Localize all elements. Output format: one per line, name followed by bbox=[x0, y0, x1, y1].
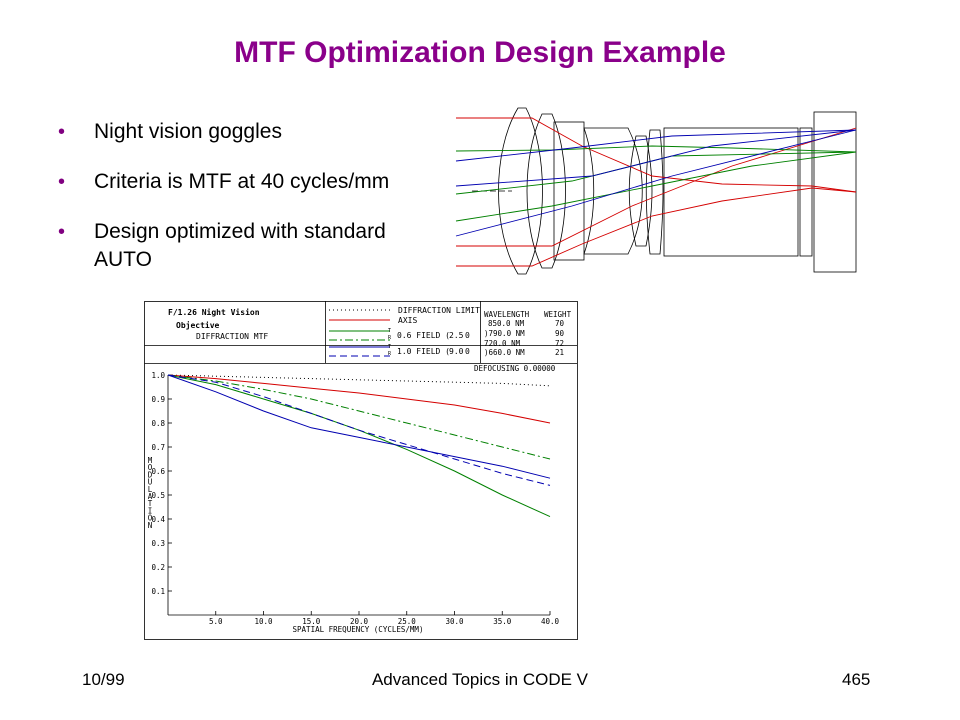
lens-element bbox=[553, 121, 585, 261]
lens-element bbox=[628, 135, 653, 247]
y-tick-label: 0.5 bbox=[151, 491, 165, 500]
y-tick-label: 0.6 bbox=[151, 467, 165, 476]
x-tick-label: 20.0 bbox=[350, 617, 369, 626]
plot-subtitle: Objective bbox=[176, 320, 220, 330]
x-tick-label: 25.0 bbox=[398, 617, 417, 626]
lens-layout-diagram bbox=[455, 107, 857, 275]
y-tick-label: 0.2 bbox=[151, 563, 165, 572]
legend-field10: 1.0 FIELD ( bbox=[397, 347, 450, 356]
footer-title: Advanced Topics in CODE V bbox=[371, 670, 589, 689]
lens-element bbox=[498, 107, 543, 275]
legend-field06-unit: 0 bbox=[465, 331, 470, 340]
legend-sym-t: T bbox=[388, 328, 391, 334]
bullet-text: Criteria is MTF at 40 cycles/mm bbox=[94, 170, 390, 193]
y-axis-label-letter: A bbox=[148, 492, 153, 501]
plot-frame bbox=[144, 301, 578, 640]
legend-sym-r: R bbox=[388, 351, 392, 357]
x-tick-label: 35.0 bbox=[493, 617, 512, 626]
bullet-text: Night vision goggles bbox=[94, 120, 282, 143]
x-tick-label: 10.0 bbox=[254, 617, 273, 626]
y-axis-label-letter: M bbox=[148, 456, 153, 465]
bullet-icon: • bbox=[58, 121, 66, 143]
y-axis-label-letter: T bbox=[148, 499, 153, 508]
bullet-list: • Night vision goggles • Criteria is MTF… bbox=[58, 118, 448, 296]
y-tick-label: 1.0 bbox=[151, 371, 165, 380]
y-tick-label: 0.1 bbox=[151, 587, 165, 596]
y-tick-label: 0.3 bbox=[151, 539, 165, 548]
bullet-item: • Criteria is MTF at 40 cycles/mm bbox=[58, 168, 448, 196]
window-element bbox=[799, 127, 813, 257]
wavelength-row: 720.0 NM bbox=[484, 339, 521, 348]
slide-title: MTF Optimization Design Example bbox=[234, 36, 726, 69]
mtf-curve-f06_r bbox=[167, 374, 551, 460]
bullet-text: Design optimized with standard AUTO bbox=[93, 220, 386, 271]
x-tick-label: 5.0 bbox=[209, 617, 223, 626]
plot-title: F/1.26 Night Vision bbox=[168, 307, 260, 317]
mtf-curve-f10_t bbox=[167, 374, 551, 479]
wavelength-row: )660.0 NM bbox=[484, 348, 525, 357]
legend-axis: AXIS bbox=[398, 316, 417, 325]
legend-field10-value: 9.0 bbox=[449, 347, 464, 356]
weight-row: 90 bbox=[555, 329, 565, 338]
mtf-curve-f06_t bbox=[167, 374, 551, 518]
legend-field06-value: 2.5 bbox=[449, 331, 464, 340]
footer-date: 10/99 bbox=[82, 670, 125, 689]
legend-sym-t: T bbox=[388, 344, 391, 350]
wavelength-row: )790.0 NM bbox=[484, 329, 525, 338]
y-axis-label-letter: N bbox=[148, 521, 153, 530]
weight-header: WEIGHT bbox=[544, 310, 572, 319]
y-axis-label-letter: I bbox=[148, 506, 153, 515]
legend-field06: 0.6 FIELD ( bbox=[397, 331, 450, 340]
plot-type-label: DIFFRACTION MTF bbox=[196, 332, 268, 341]
x-axis-label: SPATIAL FREQUENCY (CYCLES/MM) bbox=[293, 625, 424, 634]
weight-row: 72 bbox=[555, 339, 564, 348]
weight-row: 70 bbox=[555, 319, 565, 328]
legend-diffraction: DIFFRACTION LIMIT bbox=[398, 306, 480, 315]
y-tick-label: 0.8 bbox=[151, 419, 165, 428]
y-axis-label-letter: D bbox=[148, 470, 153, 479]
defocusing-label: DEFOCUSING 0.00000 bbox=[474, 364, 556, 373]
y-axis-label-letter: O bbox=[148, 463, 153, 472]
lens-element bbox=[583, 127, 643, 255]
y-tick-label: 0.9 bbox=[151, 395, 165, 404]
y-tick-label: 0.4 bbox=[151, 515, 165, 524]
bullet-icon: • bbox=[58, 171, 66, 193]
y-axis-label-letter: L bbox=[148, 485, 153, 494]
image-tube bbox=[813, 111, 857, 273]
y-axis-label-letter: O bbox=[148, 514, 153, 523]
mtf-plot: F/1.26 Night Vision Objective DIFFRACTIO… bbox=[144, 301, 578, 640]
x-tick-label: 15.0 bbox=[302, 617, 321, 626]
wavelength-header: WAVELENGTH bbox=[484, 310, 530, 319]
bullet-item: • Design optimized with standard AUTO bbox=[58, 218, 448, 274]
window-element bbox=[663, 127, 799, 257]
x-tick-label: 30.0 bbox=[445, 617, 464, 626]
y-axis-label-letter: U bbox=[148, 478, 153, 487]
bullet-item: • Night vision goggles bbox=[58, 118, 448, 146]
wavelength-row: 850.0 NM bbox=[488, 319, 525, 328]
mtf-curve-axis bbox=[167, 374, 551, 424]
bullet-icon: • bbox=[58, 221, 66, 243]
y-tick-label: 0.7 bbox=[151, 443, 165, 452]
mtf-curve-diffraction bbox=[167, 374, 551, 387]
weight-row: 21 bbox=[555, 348, 564, 357]
lens-element bbox=[526, 113, 566, 269]
x-tick-label: 40.0 bbox=[541, 617, 560, 626]
legend-sym-r: R bbox=[388, 335, 392, 341]
lens-element bbox=[645, 129, 664, 255]
legend-field10-unit: 0 bbox=[465, 347, 470, 356]
footer-page-number: 465 bbox=[842, 670, 871, 689]
mtf-curve-f10_r bbox=[167, 374, 551, 486]
